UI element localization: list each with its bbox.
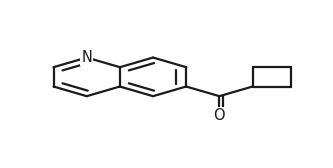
Text: N: N xyxy=(81,50,92,65)
Text: O: O xyxy=(213,108,225,123)
